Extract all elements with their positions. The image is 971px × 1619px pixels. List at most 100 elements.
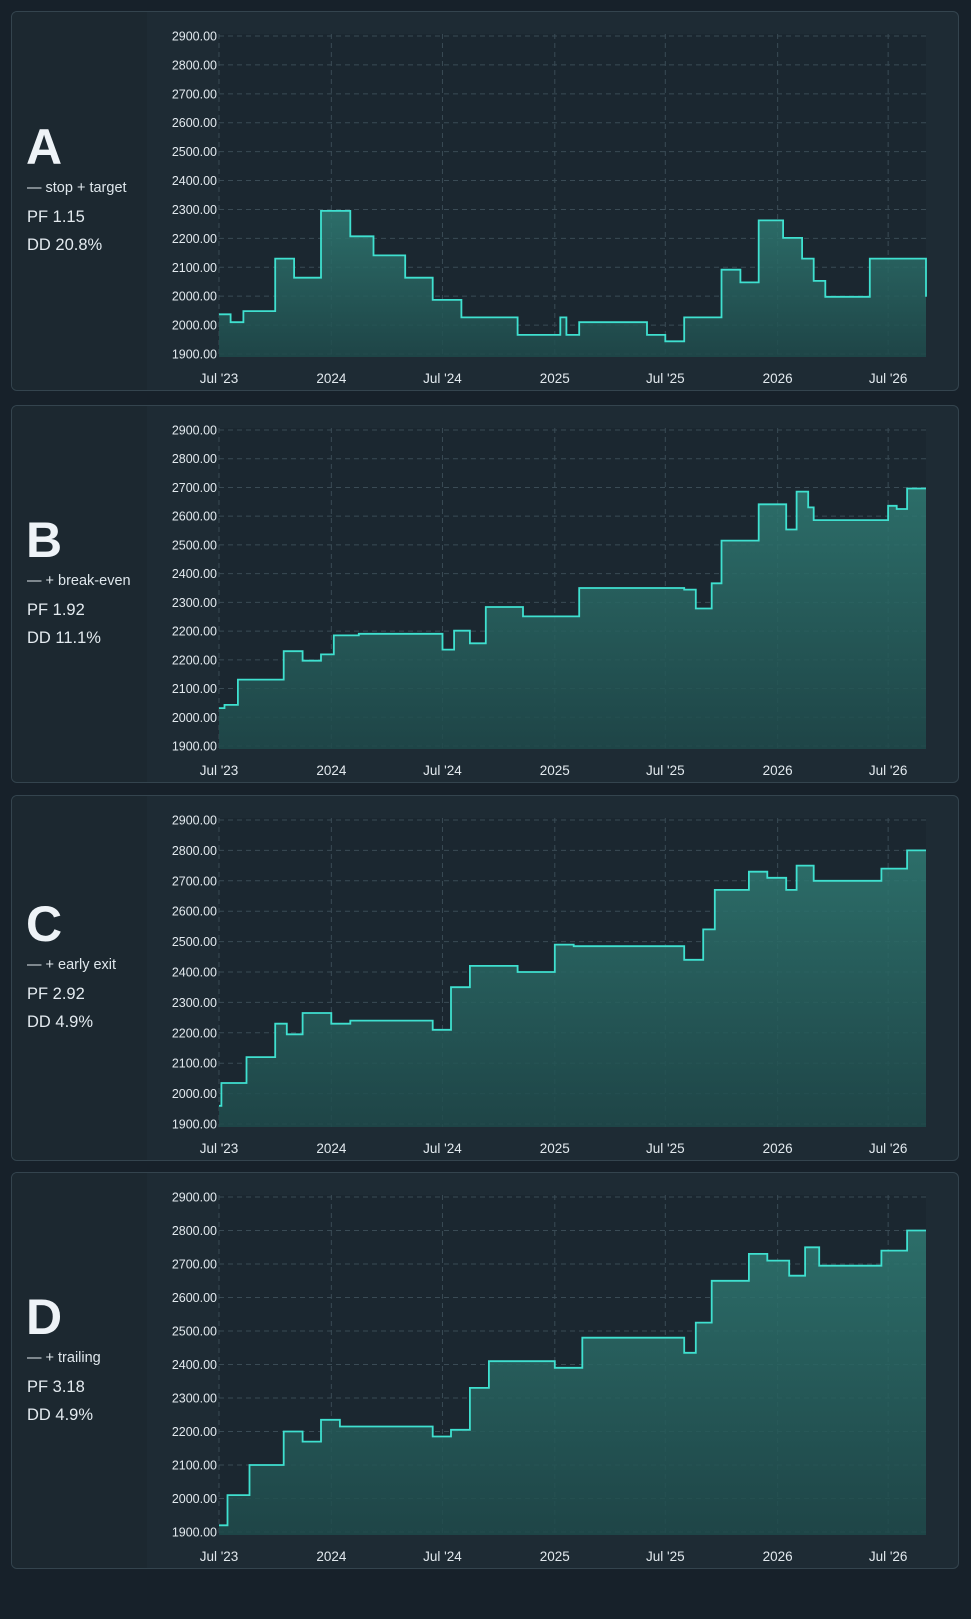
equity-line bbox=[219, 487, 926, 709]
y-tick-label: 2200.00 bbox=[172, 653, 217, 667]
strategy-description: — + break-even bbox=[27, 573, 131, 589]
x-tick-label: Jul '24 bbox=[423, 1141, 462, 1156]
y-tick-label: 2800.00 bbox=[172, 58, 217, 72]
profit-factor: PF 1.15 bbox=[27, 208, 85, 226]
strategy-description: — + trailing bbox=[27, 1349, 101, 1366]
profit-factor: PF 3.18 bbox=[27, 1377, 85, 1396]
equity-line bbox=[219, 849, 926, 1107]
y-tick-label: 2600.00 bbox=[172, 905, 217, 919]
y-tick-label: 2400.00 bbox=[172, 567, 217, 581]
x-tick-label: 2025 bbox=[540, 1141, 570, 1156]
x-tick-label: Jul '24 bbox=[423, 1549, 462, 1564]
y-tick-label: 2900.00 bbox=[172, 814, 217, 828]
profit-factor: PF 2.92 bbox=[27, 985, 85, 1003]
x-tick-label: 2026 bbox=[763, 763, 793, 778]
y-tick-label: 2200.00 bbox=[172, 625, 217, 639]
strategy-letter: A bbox=[26, 119, 63, 175]
equity-area bbox=[219, 850, 926, 1127]
y-tick-label: 2500.00 bbox=[172, 145, 217, 159]
y-tick-label: 2000.00 bbox=[172, 1492, 217, 1506]
y-tick-label: 2700.00 bbox=[172, 874, 217, 888]
max-drawdown: DD 20.8% bbox=[27, 236, 103, 254]
y-tick-label: 2100.00 bbox=[172, 682, 217, 696]
strategy-description: — + early exit bbox=[27, 957, 117, 973]
equity-area bbox=[219, 1230, 926, 1535]
strategy-letter: C bbox=[26, 896, 63, 952]
equity-line bbox=[219, 1229, 926, 1527]
y-tick-label: 2900.00 bbox=[172, 424, 217, 438]
y-tick-label: 2300.00 bbox=[172, 1392, 217, 1406]
strategy-panel-a: A — stop + target PF 1.15 DD 20.8% 2900.00 28… bbox=[11, 11, 959, 391]
y-tick-label: 2200.00 bbox=[172, 1026, 217, 1040]
y-tick-label: 2600.00 bbox=[172, 116, 217, 130]
y-tick-label: 2100.00 bbox=[172, 1459, 217, 1473]
x-tick-label: 2025 bbox=[540, 1549, 570, 1564]
panel-sidebar: A — stop + target PF 1.15 DD 20.8% bbox=[12, 12, 147, 390]
strategy-description: — stop + target bbox=[27, 180, 127, 196]
x-tick-label: 2024 bbox=[316, 1141, 347, 1156]
y-tick-label: 1900.00 bbox=[172, 740, 217, 754]
equity-chart: 2900.00 2800.00 2700.00 2600.00 2500.00 2400.… bbox=[172, 1191, 926, 1564]
max-drawdown: DD 4.9% bbox=[27, 1405, 94, 1424]
x-tick-label: 2026 bbox=[763, 371, 793, 386]
y-tick-label: 2000.00 bbox=[172, 711, 217, 725]
y-tick-label: 2600.00 bbox=[172, 510, 217, 524]
x-tick-label: 2024 bbox=[316, 1549, 347, 1564]
y-tick-label: 1900.00 bbox=[172, 1526, 217, 1540]
x-tick-label: Jul '26 bbox=[869, 371, 908, 386]
equity-line bbox=[219, 210, 927, 343]
y-tick-label: 2000.00 bbox=[172, 319, 217, 333]
y-tick-label: 2500.00 bbox=[172, 1325, 217, 1339]
y-tick-label: 2200.00 bbox=[172, 1425, 217, 1439]
y-tick-label: 2700.00 bbox=[172, 87, 217, 101]
y-tick-label: 2500.00 bbox=[172, 935, 217, 949]
y-tick-label: 2500.00 bbox=[172, 538, 217, 552]
x-tick-label: Jul '24 bbox=[423, 763, 462, 778]
strategy-letter: D bbox=[26, 1288, 63, 1345]
equity-chart: 2900.00 2800.00 2700.00 2600.00 2500.00 2400.… bbox=[172, 814, 926, 1156]
x-tick-label: 2026 bbox=[763, 1141, 793, 1156]
y-tick-label: 2400.00 bbox=[172, 966, 217, 980]
y-tick-label: 2800.00 bbox=[172, 1224, 217, 1238]
x-tick-label: Jul '23 bbox=[200, 1141, 239, 1156]
x-tick-label: Jul '25 bbox=[646, 1549, 685, 1564]
y-tick-label: 2400.00 bbox=[172, 1358, 217, 1372]
y-tick-label: 1900.00 bbox=[172, 348, 217, 362]
y-tick-label: 2100.00 bbox=[172, 1057, 217, 1071]
x-tick-label: 2025 bbox=[540, 763, 570, 778]
x-tick-label: Jul '25 bbox=[646, 1141, 685, 1156]
x-tick-label: Jul '23 bbox=[200, 763, 239, 778]
x-tick-label: Jul '26 bbox=[869, 1141, 908, 1156]
panel-sidebar: C — + early exit PF 2.92 DD 4.9% bbox=[12, 796, 147, 1160]
profit-factor: PF 1.92 bbox=[27, 601, 85, 619]
strategy-panel-c: C — + early exit PF 2.92 DD 4.9% 2900.00 2800… bbox=[11, 795, 959, 1161]
y-tick-label: 2200.00 bbox=[172, 232, 217, 246]
y-tick-label: 2400.00 bbox=[172, 174, 217, 188]
y-tick-label: 1900.00 bbox=[172, 1118, 217, 1132]
x-tick-label: Jul '25 bbox=[646, 371, 685, 386]
max-drawdown: DD 4.9% bbox=[27, 1013, 94, 1031]
y-tick-label: 2000.00 bbox=[172, 1087, 217, 1101]
x-tick-label: Jul '26 bbox=[869, 1549, 908, 1564]
x-tick-label: Jul '25 bbox=[646, 763, 685, 778]
x-tick-label: Jul '23 bbox=[200, 371, 239, 386]
equity-chart: 2900.00 2800.00 2700.00 2600.00 2500.00 2400.… bbox=[172, 30, 927, 386]
x-tick-label: 2026 bbox=[763, 1549, 793, 1564]
x-tick-label: Jul '26 bbox=[869, 763, 908, 778]
y-tick-label: 2900.00 bbox=[172, 30, 217, 44]
y-tick-label: 2100.00 bbox=[172, 261, 217, 275]
y-tick-label: 2300.00 bbox=[172, 203, 217, 217]
x-tick-label: 2024 bbox=[316, 371, 347, 386]
x-tick-label: 2024 bbox=[316, 763, 347, 778]
equity-area bbox=[219, 210, 926, 357]
equity-area bbox=[219, 488, 926, 749]
y-tick-label: 2800.00 bbox=[172, 844, 217, 858]
x-tick-label: Jul '24 bbox=[423, 371, 462, 386]
x-tick-label: Jul '23 bbox=[200, 1549, 239, 1564]
y-tick-label: 2000.00 bbox=[172, 290, 217, 304]
panel-sidebar: D — + trailing PF 3.18 DD 4.9% bbox=[12, 1173, 147, 1568]
max-drawdown: DD 11.1% bbox=[27, 629, 101, 647]
strategy-panel-d: D — + trailing PF 3.18 DD 4.9% 2900.00 2800.0… bbox=[11, 1172, 959, 1569]
y-tick-label: 2800.00 bbox=[172, 452, 217, 466]
panel-sidebar: B — + break-even PF 1.92 DD 11.1% bbox=[12, 406, 147, 782]
